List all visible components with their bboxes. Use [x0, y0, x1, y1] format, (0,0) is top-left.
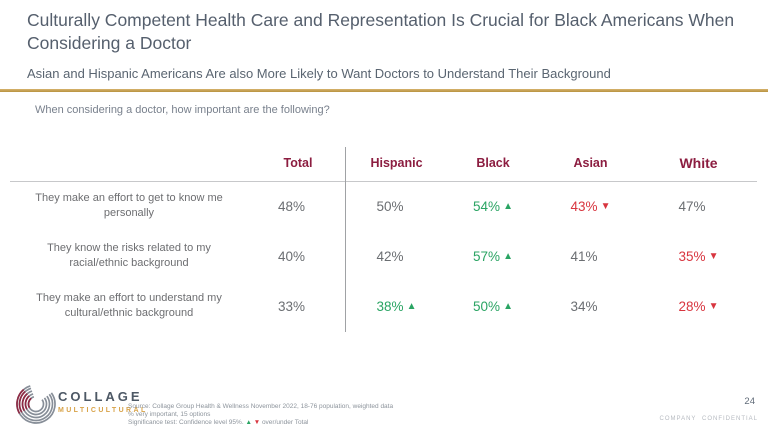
significance-arrow-icon: ▲ [406, 300, 417, 312]
page-title: Culturally Competent Health Care and Rep… [27, 10, 735, 54]
significance-arrow-icon: ▲ [503, 200, 513, 212]
value-text: 42% [376, 248, 404, 264]
footnote-source: Source: Collage Group Health & Wellness … [128, 403, 394, 410]
significance-arrow-icon: ▼ [600, 200, 611, 212]
significance-arrow-icon: ▼ [708, 300, 719, 312]
value-text: 43% [570, 198, 598, 214]
row-label: They know the risks related to my racial… [47, 242, 211, 269]
table-cell: 34%▲ [541, 281, 640, 331]
table-cell: 50%▲ [445, 281, 541, 331]
up-arrow-icon: ▲ [245, 418, 252, 426]
value-text: 41% [570, 248, 598, 264]
value-text: 35% [678, 248, 706, 264]
table-cell: 38% ▲ [348, 281, 445, 331]
table-cell: 48%▲ [248, 181, 348, 231]
value-text: 38% [376, 298, 404, 314]
value-text: 40% [278, 248, 306, 264]
value-text: 50% [473, 298, 501, 314]
value-text: 50% [376, 198, 404, 214]
value-text: 47% [678, 198, 706, 214]
column-header-asian: Asian [573, 156, 608, 170]
value-text: 54% [473, 198, 501, 214]
table-cell: 40%▲ [248, 231, 348, 281]
page-number: 24 [744, 396, 755, 407]
column-header-total: Total [283, 156, 313, 170]
value-text: 57% [473, 248, 501, 264]
row-label: They make an effort to get to know me pe… [35, 192, 223, 219]
value-text: 28% [678, 298, 706, 314]
table-cell: 41%▲ [541, 231, 640, 281]
value-text: 48% [278, 198, 306, 214]
logo-wordmark: COLLAGE [58, 389, 143, 404]
column-header-white: White [679, 155, 718, 171]
footnote-method: % very important, 15 options [128, 410, 211, 418]
significance-arrow-icon: ▲ [503, 300, 513, 312]
column-header-hispanic: Hispanic [370, 156, 423, 170]
collage-logo-icon [16, 384, 56, 424]
table-cell: 42%▲ [348, 231, 445, 281]
logo-subbrand: MULTICULTURAL [58, 407, 148, 414]
footnote-significance: Significance test: Confidence level 95%.… [128, 418, 309, 426]
down-arrow-icon: ▼ [253, 418, 261, 426]
table-cell: 43% ▼ [541, 181, 640, 231]
gold-divider [0, 89, 768, 92]
table-cell: 35% ▼ [640, 231, 757, 281]
column-divider [345, 147, 346, 332]
page-subtitle: Asian and Hispanic Americans Are also Mo… [27, 66, 611, 81]
significance-arrow-icon: ▼ [708, 250, 719, 262]
table-cell: 28% ▼ [640, 281, 757, 331]
question-text: When considering a doctor, how important… [35, 104, 330, 116]
value-text: 33% [278, 298, 306, 314]
table-cell: 50%▲ [348, 181, 445, 231]
table-cell: 47%▲ [640, 181, 757, 231]
footnote: Source: Collage Group Health & Wellness … [128, 403, 458, 427]
column-header-spacer [10, 145, 248, 181]
table-cell: 54% ▲ [445, 181, 541, 231]
data-table: Total Hispanic Black Asian White They ma… [10, 145, 757, 331]
significance-arrow-icon: ▲ [503, 250, 513, 262]
confidential-label: COMPANY CONFIDENTIAL [659, 416, 758, 422]
table-cell: 57% ▲ [445, 231, 541, 281]
row-label: They make an effort to understand my cul… [36, 292, 222, 319]
header-underline [10, 181, 757, 182]
value-text: 34% [570, 298, 598, 314]
column-header-black: Black [476, 156, 510, 170]
table-cell: 33%▲ [248, 281, 348, 331]
